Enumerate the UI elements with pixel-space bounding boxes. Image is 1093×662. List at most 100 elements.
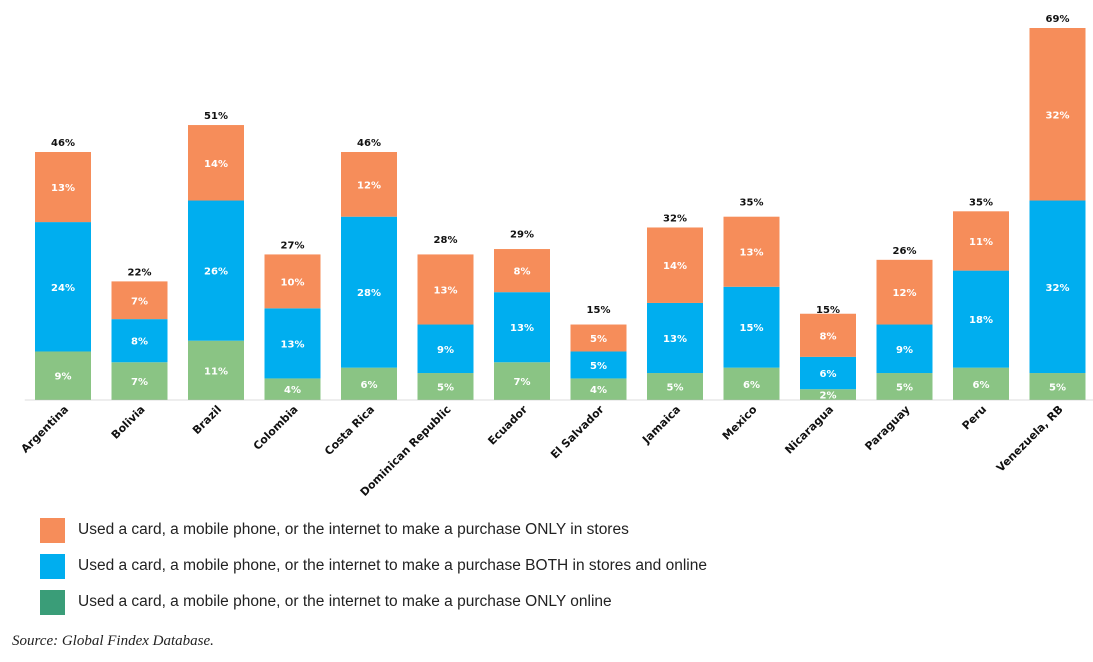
segment-label-nicaragua-0: 2% <box>820 391 837 402</box>
bar-segment-colombia-2 <box>264 254 321 309</box>
total-label-bolivia: 22% <box>128 267 152 278</box>
bar-segment-costa-rica-2 <box>341 152 397 217</box>
bar-segment-ecuador-0 <box>494 362 550 400</box>
segment-label-costa-rica-0: 6% <box>361 380 378 391</box>
category-label-costa-rica: Costa Rica <box>322 403 377 458</box>
total-label-dominican-republic: 28% <box>434 235 458 246</box>
segment-label-colombia-0: 4% <box>284 385 301 396</box>
bar-segment-bolivia-1 <box>111 319 168 363</box>
segment-label-bolivia-0: 7% <box>131 377 148 388</box>
category-label-argentina: Argentina <box>19 403 72 456</box>
bar-segment-jamaica-1 <box>647 302 703 374</box>
bar-segment-nicaragua-0 <box>800 389 856 400</box>
legend-item-online-only: Used a card, a mobile phone, or the inte… <box>40 584 707 620</box>
bar-segment-venezuela-rb-2 <box>1029 28 1086 201</box>
segment-label-costa-rica-1: 28% <box>357 288 381 299</box>
total-label-brazil: 51% <box>204 111 228 122</box>
bar-segment-argentina-1 <box>35 222 91 352</box>
category-label-venezuela-rb: Venezuela, RB <box>994 403 1066 475</box>
bar-segment-paraguay-0 <box>876 373 933 400</box>
bar-segment-brazil-1 <box>188 200 244 341</box>
segment-label-venezuela-rb-1: 32% <box>1046 283 1070 294</box>
total-label-colombia: 27% <box>281 240 305 251</box>
bar-segment-ecuador-2 <box>494 249 550 293</box>
total-label-nicaragua: 15% <box>816 305 840 316</box>
bar-segment-peru-1 <box>953 270 1009 368</box>
total-label-jamaica: 32% <box>663 213 687 224</box>
segment-label-argentina-0: 9% <box>55 372 72 383</box>
total-label-mexico: 35% <box>740 197 764 208</box>
category-label-paraguay: Paraguay <box>862 403 912 453</box>
segment-label-nicaragua-2: 8% <box>820 331 837 342</box>
segment-label-jamaica-1: 13% <box>663 334 687 345</box>
bar-segment-mexico-2 <box>723 216 780 287</box>
segment-label-dominican-republic-0: 5% <box>437 383 454 394</box>
legend-label-online-only: Used a card, a mobile phone, or the inte… <box>78 593 612 610</box>
segment-label-peru-1: 18% <box>969 315 993 326</box>
category-label-dominican-republic: Dominican Republic <box>358 403 454 499</box>
total-label-argentina: 46% <box>51 138 75 149</box>
segment-label-bolivia-2: 7% <box>131 296 148 307</box>
category-label-nicaragua: Nicaragua <box>782 403 836 457</box>
category-label-ecuador: Ecuador <box>485 403 530 448</box>
total-label-peru: 35% <box>969 197 993 208</box>
segment-label-el-salvador-1: 5% <box>590 361 607 372</box>
total-label-el-salvador: 15% <box>587 305 611 316</box>
bar-segment-venezuela-rb-0 <box>1029 373 1086 400</box>
bar-segment-bolivia-2 <box>111 281 168 320</box>
segment-label-mexico-0: 6% <box>743 380 760 391</box>
segment-label-colombia-1: 13% <box>281 339 305 350</box>
legend-swatch-both <box>40 553 65 579</box>
total-label-costa-rica: 46% <box>357 138 381 149</box>
legend-swatch-online-only <box>40 589 65 615</box>
category-label-brazil: Brazil <box>190 403 224 437</box>
bar-segment-costa-rica-1 <box>341 216 397 368</box>
bar-segment-mexico-1 <box>723 286 780 368</box>
source-note: Source: Global Findex Database. <box>12 633 214 649</box>
bar-segment-ecuador-1 <box>494 292 550 363</box>
segment-label-paraguay-2: 12% <box>893 288 917 299</box>
segment-label-mexico-2: 13% <box>740 248 764 259</box>
bar-segment-jamaica-0 <box>647 373 703 400</box>
segment-label-dominican-republic-2: 13% <box>434 285 458 296</box>
segment-label-brazil-0: 11% <box>204 366 228 377</box>
segment-label-ecuador-1: 13% <box>510 323 534 334</box>
segment-label-ecuador-2: 8% <box>514 267 531 278</box>
legend-swatch-stores-only <box>40 517 65 543</box>
category-label-jamaica: Jamaica <box>639 403 683 447</box>
legend-label-both: Used a card, a mobile phone, or the inte… <box>78 557 707 574</box>
segment-label-peru-0: 6% <box>973 380 990 391</box>
bar-segment-el-salvador-2 <box>570 324 627 352</box>
bar-segment-paraguay-2 <box>876 259 933 325</box>
segment-label-bolivia-1: 8% <box>131 337 148 348</box>
total-label-paraguay: 26% <box>893 246 917 257</box>
bar-segment-peru-0 <box>953 367 1009 400</box>
bar-segment-el-salvador-1 <box>570 351 627 379</box>
bar-segment-costa-rica-0 <box>341 367 397 400</box>
segment-label-peru-2: 11% <box>969 237 993 248</box>
legend-label-stores-only: Used a card, a mobile phone, or the inte… <box>78 521 629 538</box>
bar-segment-argentina-2 <box>35 152 91 223</box>
bar-segment-venezuela-rb-1 <box>1029 200 1086 374</box>
segment-label-venezuela-rb-2: 32% <box>1046 110 1070 121</box>
segment-label-brazil-2: 14% <box>204 159 228 170</box>
segment-label-ecuador-0: 7% <box>514 377 531 388</box>
category-label-el-salvador: El Salvador <box>548 403 607 462</box>
category-label-colombia: Colombia <box>251 403 301 453</box>
category-label-mexico: Mexico <box>720 403 760 443</box>
legend-item-both: Used a card, a mobile phone, or the inte… <box>40 548 707 584</box>
segment-label-costa-rica-2: 12% <box>357 180 381 191</box>
segment-label-venezuela-rb-0: 5% <box>1049 383 1066 394</box>
total-label-ecuador: 29% <box>510 230 534 241</box>
segment-label-jamaica-2: 14% <box>663 261 687 272</box>
legend-item-stores-only: Used a card, a mobile phone, or the inte… <box>40 512 707 548</box>
bar-segment-nicaragua-2 <box>800 313 856 357</box>
bar-segment-colombia-0 <box>264 378 321 400</box>
segment-label-paraguay-1: 9% <box>896 345 913 356</box>
stacked-bar-chart: 9% 24% 13% 46% Argentina 7% 8% 7% 22% Bolivia 11% 2… <box>19 14 1093 499</box>
category-label-peru: Peru <box>960 403 990 433</box>
segment-label-jamaica-0: 5% <box>667 383 684 394</box>
category-label-bolivia: Bolivia <box>109 403 148 442</box>
bar-segment-mexico-0 <box>723 367 780 400</box>
bar-segment-brazil-2 <box>188 125 244 201</box>
